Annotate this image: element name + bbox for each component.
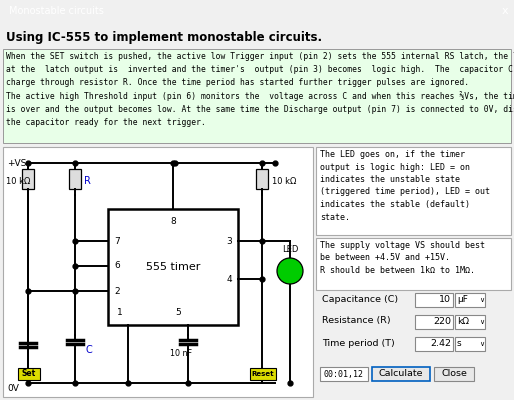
Bar — [69, 169, 81, 189]
Text: R: R — [84, 176, 91, 186]
Text: 1: 1 — [117, 308, 123, 317]
Bar — [372, 367, 430, 381]
Text: x: x — [501, 6, 508, 16]
Bar — [316, 238, 511, 290]
Text: Resistance (R): Resistance (R) — [322, 316, 391, 326]
Text: 3: 3 — [226, 236, 232, 246]
Bar — [250, 368, 276, 380]
Text: Calculate: Calculate — [379, 370, 423, 378]
Text: 10 kΩ: 10 kΩ — [6, 176, 30, 186]
Text: 555 timer: 555 timer — [146, 262, 200, 272]
Text: 00:01,12: 00:01,12 — [324, 370, 364, 378]
Bar — [455, 315, 485, 329]
Text: 4: 4 — [226, 274, 232, 284]
Text: 10 nF: 10 nF — [170, 348, 192, 358]
Text: 220: 220 — [433, 318, 451, 326]
Bar — [22, 169, 34, 189]
Text: Capacitance (C): Capacitance (C) — [322, 294, 398, 304]
Text: C: C — [85, 345, 92, 355]
Text: Monostable circuits: Monostable circuits — [9, 6, 104, 16]
Text: μF: μF — [457, 296, 468, 304]
Text: ∨: ∨ — [480, 319, 485, 325]
Text: Time period (T): Time period (T) — [322, 338, 395, 348]
Bar — [415, 293, 453, 307]
Text: 8: 8 — [170, 217, 176, 226]
Bar — [434, 367, 474, 381]
Bar — [415, 315, 453, 329]
Text: 0V: 0V — [7, 384, 19, 393]
Bar — [415, 337, 453, 351]
Text: The supply voltage VS should best
be between +4.5V and +15V.
R should be between: The supply voltage VS should best be bet… — [320, 241, 485, 275]
Text: 10 kΩ: 10 kΩ — [272, 176, 297, 186]
Bar — [3, 147, 313, 397]
Circle shape — [277, 258, 303, 284]
Text: Using IC-555 to implement monostable circuits.: Using IC-555 to implement monostable cir… — [6, 31, 322, 44]
Text: 2.42: 2.42 — [430, 340, 451, 348]
Text: Reset: Reset — [252, 371, 274, 377]
Text: 5: 5 — [175, 308, 181, 317]
Text: ∨: ∨ — [480, 341, 485, 347]
Bar — [320, 367, 368, 381]
Bar — [256, 169, 268, 189]
Bar — [3, 49, 511, 143]
Text: Close: Close — [441, 370, 467, 378]
Text: Set: Set — [22, 370, 36, 378]
Text: 10: 10 — [439, 296, 451, 304]
Bar — [18, 368, 40, 380]
Bar — [455, 293, 485, 307]
Text: 6: 6 — [114, 262, 120, 270]
Text: s: s — [457, 340, 462, 348]
Bar — [108, 209, 238, 325]
Text: 7: 7 — [114, 236, 120, 246]
Text: The LED goes on, if the timer
output is logic high: LED = on
indicates the unsta: The LED goes on, if the timer output is … — [320, 150, 490, 222]
Bar — [455, 337, 485, 351]
Text: When the SET switch is pushed, the active low Trigger input (pin 2) sets the 555: When the SET switch is pushed, the activ… — [6, 52, 514, 127]
Text: kΩ: kΩ — [457, 318, 469, 326]
Text: 2: 2 — [114, 286, 120, 296]
Text: ∨: ∨ — [480, 297, 485, 303]
Text: LED: LED — [282, 244, 298, 254]
Text: +VS: +VS — [7, 158, 26, 168]
Bar — [316, 147, 511, 235]
